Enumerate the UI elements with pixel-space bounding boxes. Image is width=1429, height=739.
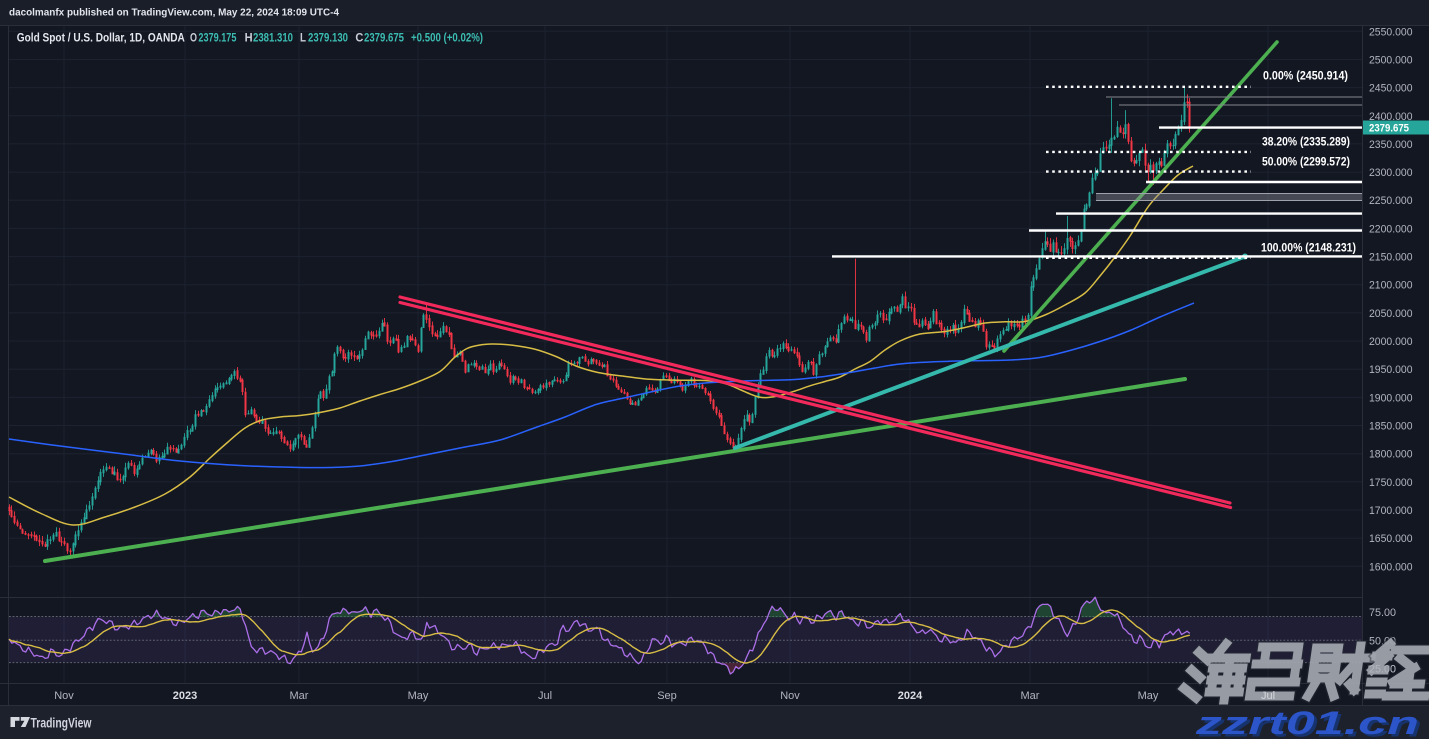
- svg-text:1600.000: 1600.000: [1369, 561, 1413, 573]
- svg-text:C: C: [355, 33, 363, 45]
- svg-text:Jul: Jul: [538, 690, 552, 702]
- svg-text:Jul: Jul: [1261, 690, 1275, 702]
- svg-text:2379.675: 2379.675: [1369, 123, 1409, 135]
- svg-text:Mar: Mar: [290, 690, 309, 702]
- svg-text:2379.130: 2379.130: [308, 33, 348, 45]
- svg-text:2100.000: 2100.000: [1369, 280, 1413, 292]
- svg-text:2400.000: 2400.000: [1369, 111, 1413, 123]
- svg-text:2200.000: 2200.000: [1369, 223, 1413, 235]
- svg-text:2350.000: 2350.000: [1369, 139, 1413, 151]
- svg-text:2300.000: 2300.000: [1369, 167, 1413, 179]
- svg-text:1700.000: 1700.000: [1369, 505, 1413, 517]
- svg-text:Nov: Nov: [54, 690, 74, 702]
- svg-text:Gold Spot / U.S. Dollar, 1D, O: Gold Spot / U.S. Dollar, 1D, OANDA: [17, 33, 185, 45]
- svg-text:H: H: [245, 33, 253, 45]
- svg-text:25.00: 25.00: [1369, 664, 1396, 676]
- svg-text:75.00: 75.00: [1369, 607, 1396, 619]
- svg-text:2000.000: 2000.000: [1369, 336, 1413, 348]
- svg-text:1800.000: 1800.000: [1369, 449, 1413, 461]
- svg-text:+0.500 (+0.02%): +0.500 (+0.02%): [411, 33, 483, 45]
- svg-text:May: May: [1138, 690, 1159, 702]
- svg-text:1650.000: 1650.000: [1369, 533, 1413, 545]
- svg-text:2024: 2024: [898, 690, 923, 702]
- svg-text:2050.000: 2050.000: [1369, 308, 1413, 320]
- svg-text:2450.000: 2450.000: [1369, 83, 1413, 95]
- svg-text:2379.175: 2379.175: [198, 33, 236, 45]
- svg-text:1750.000: 1750.000: [1369, 477, 1413, 489]
- svg-text:2381.310: 2381.310: [253, 33, 293, 45]
- svg-text:zzrt01.cn: zzrt01.cn: [1197, 708, 1422, 739]
- svg-text:1950.000: 1950.000: [1369, 364, 1413, 376]
- svg-text:38.20% (2335.289): 38.20% (2335.289): [1262, 137, 1350, 149]
- svg-text:TradingView: TradingView: [31, 716, 92, 731]
- svg-text:May: May: [408, 690, 429, 702]
- svg-text:O: O: [190, 33, 197, 45]
- svg-text:Mar: Mar: [1021, 690, 1040, 702]
- svg-text:2150.000: 2150.000: [1369, 252, 1413, 264]
- svg-text:1900.000: 1900.000: [1369, 392, 1413, 404]
- svg-text:zzrt01.cn: zzrt01.cn: [1194, 705, 1419, 739]
- svg-text:Sep: Sep: [657, 690, 677, 702]
- svg-text:2550.000: 2550.000: [1369, 26, 1413, 38]
- svg-text:2023: 2023: [173, 690, 197, 702]
- svg-text:100.00% (2148.231): 100.00% (2148.231): [1261, 243, 1356, 255]
- svg-text:2379.675: 2379.675: [364, 33, 405, 45]
- svg-text:1850.000: 1850.000: [1369, 421, 1413, 433]
- svg-text:L: L: [300, 33, 306, 45]
- svg-text:Nov: Nov: [780, 690, 800, 702]
- svg-text:50.00% (2299.572): 50.00% (2299.572): [1262, 157, 1350, 169]
- svg-text:2500.000: 2500.000: [1369, 55, 1413, 67]
- svg-text:0.00% (2450.914): 0.00% (2450.914): [1263, 71, 1348, 83]
- svg-text:2250.000: 2250.000: [1369, 195, 1413, 207]
- svg-text:dacolmanfx published on Tradin: dacolmanfx published on TradingView.com,…: [9, 7, 339, 19]
